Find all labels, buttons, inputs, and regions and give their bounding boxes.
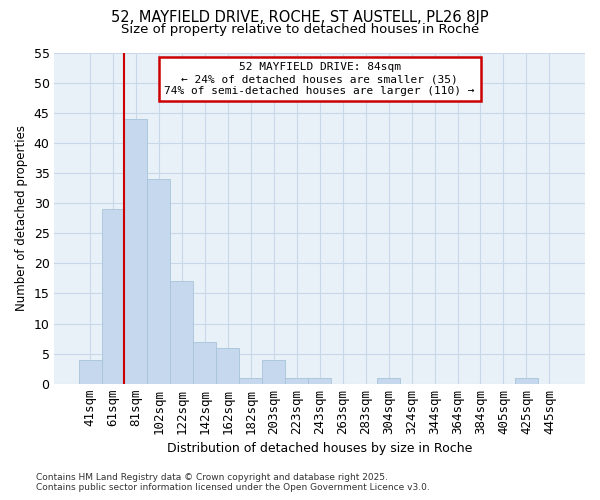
Text: 52, MAYFIELD DRIVE, ROCHE, ST AUSTELL, PL26 8JP: 52, MAYFIELD DRIVE, ROCHE, ST AUSTELL, P… xyxy=(111,10,489,25)
Bar xyxy=(101,209,124,384)
Text: Contains HM Land Registry data © Crown copyright and database right 2025.
Contai: Contains HM Land Registry data © Crown c… xyxy=(36,473,430,492)
X-axis label: Distribution of detached houses by size in Roche: Distribution of detached houses by size … xyxy=(167,442,472,455)
Text: 52 MAYFIELD DRIVE: 84sqm
← 24% of detached houses are smaller (35)
74% of semi-d: 52 MAYFIELD DRIVE: 84sqm ← 24% of detach… xyxy=(164,62,475,96)
Bar xyxy=(262,360,285,384)
Bar xyxy=(148,179,170,384)
Bar xyxy=(239,378,262,384)
Bar xyxy=(170,282,193,384)
Bar xyxy=(79,360,101,384)
Bar xyxy=(377,378,400,384)
Text: Size of property relative to detached houses in Roche: Size of property relative to detached ho… xyxy=(121,22,479,36)
Bar xyxy=(124,119,148,384)
Bar xyxy=(217,348,239,384)
Bar xyxy=(285,378,308,384)
Bar xyxy=(193,342,217,384)
Bar xyxy=(308,378,331,384)
Y-axis label: Number of detached properties: Number of detached properties xyxy=(15,125,28,311)
Bar xyxy=(515,378,538,384)
